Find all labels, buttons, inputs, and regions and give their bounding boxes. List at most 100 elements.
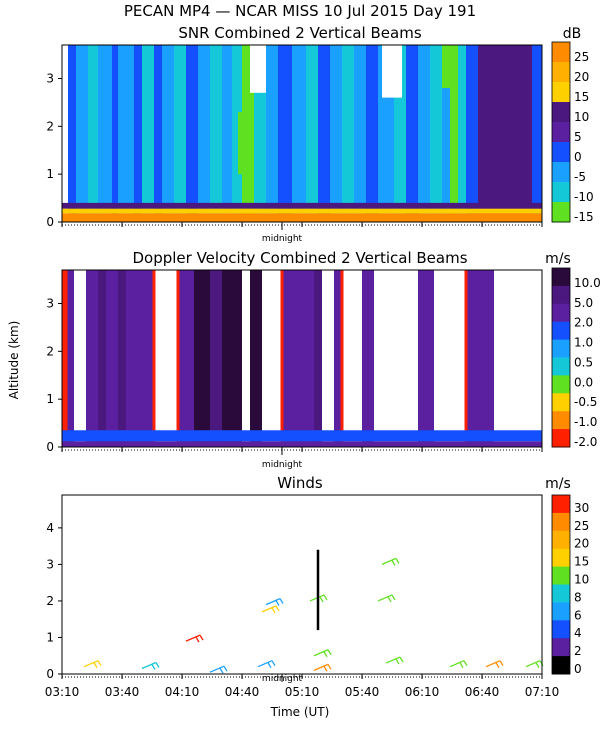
y-tick-label: 0 [46, 667, 54, 681]
colorbar-swatch [552, 82, 570, 103]
colorbar-label: 5.0 [574, 296, 593, 310]
colorbar-label: 10 [574, 573, 589, 587]
plot-area-snr [62, 45, 542, 222]
midnight-label-doppler: midnight [262, 460, 303, 470]
heatmap-patch [382, 45, 402, 98]
heatmap-column [62, 270, 66, 447]
colorbar-swatch [552, 357, 570, 376]
colorbar-swatch [552, 339, 570, 358]
colorbar-label: 30 [574, 501, 589, 515]
colorbar-swatch [552, 162, 570, 183]
colorbar-swatch [552, 393, 570, 412]
heatmap-column [250, 270, 262, 447]
colorbar-label: 10.0 [574, 276, 600, 290]
y-tick-label: 1 [46, 167, 54, 181]
heatmap-column [318, 45, 330, 222]
colorbar-swatch [552, 375, 570, 394]
heatmap-column [86, 270, 98, 447]
y-tick-label: 0 [46, 440, 54, 454]
colorbar-swatch [552, 495, 570, 514]
velocity-edge [152, 270, 156, 447]
colorbar-label: 2.0 [574, 316, 593, 330]
colorbar-label: 0 [574, 150, 582, 164]
colorbar-label: 15 [574, 90, 589, 104]
heatmap-column [282, 270, 314, 447]
heatmap-column [222, 270, 242, 447]
y-tick-label: 3 [46, 557, 54, 571]
plot-frame [61, 494, 543, 675]
colorbar-label: -5 [574, 170, 586, 184]
heatmap-column [458, 45, 466, 222]
colorbar-swatch [552, 268, 570, 287]
colorbar-swatch [552, 512, 570, 532]
heatmap-column [532, 45, 542, 222]
heatmap-column [112, 45, 118, 222]
colorbar-frame [551, 41, 571, 223]
y-tick-label: 3 [46, 71, 54, 85]
heatmap-column [142, 45, 154, 222]
colorbar-swatch [552, 620, 570, 639]
heatmap-column [74, 270, 86, 447]
midnight-label-snr: midnight [262, 234, 303, 244]
colorbar-swatch [552, 548, 570, 568]
wind-barb [257, 660, 276, 669]
heatmap-column [418, 45, 430, 222]
colorbar-label: 20 [574, 70, 589, 84]
heatmap-column [418, 270, 434, 447]
y-tick-label: 0 [46, 215, 54, 229]
colorbar-label: 0 [574, 662, 582, 676]
units-snr: dB [563, 26, 582, 42]
heatmap-column [162, 45, 174, 222]
x-tick-label: 07:10 [525, 685, 560, 699]
colorbar-swatch [552, 102, 570, 123]
heatmap-patch [250, 45, 266, 93]
wind-barb [381, 557, 400, 566]
colorbar-label: 8 [574, 590, 582, 604]
y-tick-label: 2 [46, 594, 54, 608]
wind-barb [209, 665, 228, 674]
colorbar-swatch [552, 182, 570, 203]
heatmap-column [494, 270, 510, 447]
axis-snr: 0 1 2 3 [46, 44, 543, 230]
heatmap-column [210, 270, 222, 447]
x-axis-label: Time (UT) [270, 705, 330, 719]
x-tick-labels: 03:10 03:40 04:10 04:40 05:10 05:40 06:10 06:40… [45, 685, 560, 699]
heatmap-column [442, 45, 450, 222]
colorbar-label: -10 [574, 190, 594, 204]
colorbar-label: 20 [574, 537, 589, 551]
velocity-edge [340, 270, 344, 447]
heatmap-column [178, 270, 194, 447]
axis-doppler: 0 1 2 3 [46, 269, 543, 455]
heatmap-column [232, 45, 242, 222]
colorbar-label: -15 [574, 210, 594, 224]
heatmap-column [198, 45, 210, 222]
heatmap-column [278, 45, 292, 222]
heatmap-column [66, 270, 74, 447]
heatmap-patch [442, 45, 458, 89]
heatmap-column [210, 45, 222, 222]
y-tick-label: 4 [46, 521, 54, 535]
heatmap-column [466, 270, 494, 447]
heatmap-column [222, 45, 232, 222]
colorbar-label: 25 [574, 519, 589, 533]
colorbar-swatch [552, 566, 570, 585]
wind-barb [525, 660, 544, 669]
colorbar-swatch [552, 530, 570, 550]
near-surface-band [62, 213, 542, 222]
heatmap-column [68, 45, 76, 222]
panel-title-snr: SNR Combined 2 Vertical Beams [178, 24, 421, 42]
colorbar-frame [551, 494, 571, 675]
panel-title-doppler: Doppler Velocity Combined 2 Vertical Bea… [132, 249, 467, 267]
x-tick-label: 03:40 [105, 685, 140, 699]
colorbar-label: 10 [574, 110, 589, 124]
y-tick-label: 1 [46, 392, 54, 406]
heatmap-patch [238, 111, 250, 175]
colorbar-swatch [552, 62, 570, 83]
colorbar-frame [551, 267, 571, 448]
y-tick-label: 3 [46, 296, 54, 310]
wind-barb [83, 660, 102, 669]
colorbar-label: -2.0 [574, 435, 597, 449]
velocity-edge [280, 270, 284, 447]
heatmap-column [450, 45, 458, 222]
heatmap-column [134, 45, 142, 222]
